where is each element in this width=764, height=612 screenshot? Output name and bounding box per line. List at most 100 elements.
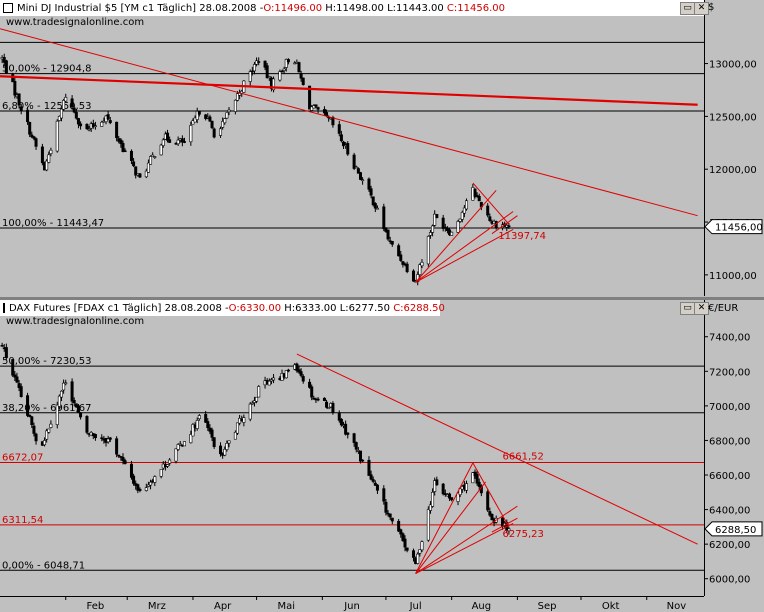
candle-body bbox=[223, 118, 227, 124]
candle-body bbox=[401, 533, 405, 541]
candle-body bbox=[72, 107, 76, 113]
candle-body bbox=[286, 369, 290, 372]
dax-y-tick-label: 7400,00 bbox=[709, 333, 750, 344]
candle-body bbox=[327, 407, 331, 410]
candle-body bbox=[134, 166, 138, 176]
dj-level-label: 100,00% - 11443,47 bbox=[2, 218, 104, 229]
candle-body bbox=[174, 448, 178, 462]
candle-body bbox=[153, 476, 157, 483]
dj-level-label: 6,80% - 12550,53 bbox=[2, 101, 91, 112]
candle-body bbox=[13, 374, 17, 378]
candle-body bbox=[456, 492, 460, 502]
candle-body bbox=[420, 261, 424, 267]
candle-body bbox=[106, 438, 110, 443]
candle-body bbox=[138, 173, 142, 178]
candle-body bbox=[373, 482, 377, 486]
candle-body bbox=[45, 430, 49, 440]
candle-body bbox=[428, 232, 432, 236]
candle-body bbox=[420, 541, 424, 551]
candle-body bbox=[405, 263, 409, 273]
candle-body bbox=[301, 77, 305, 85]
candle-body bbox=[72, 400, 76, 404]
candle-body bbox=[361, 459, 365, 462]
dj-close-button[interactable]: ✕ bbox=[694, 2, 709, 15]
candle-body bbox=[257, 61, 261, 63]
candle-body bbox=[242, 417, 246, 423]
dax-axis-unit: €/EUR bbox=[708, 303, 739, 314]
candle-body bbox=[11, 359, 15, 376]
candle-body bbox=[206, 421, 210, 428]
dj-price-tag-label: 11456,00 bbox=[715, 223, 763, 234]
candle-body bbox=[337, 124, 341, 134]
candle-body bbox=[426, 236, 430, 265]
candle-body bbox=[267, 76, 271, 79]
candle-body bbox=[178, 443, 182, 446]
dax-y-tick-label: 6800,00 bbox=[709, 436, 750, 447]
candle-body bbox=[28, 414, 32, 417]
dax-y-tick-label: 6400,00 bbox=[709, 506, 750, 517]
candle-body bbox=[295, 363, 299, 371]
candle-body bbox=[344, 423, 348, 435]
dj-level-label: 50,00% - 12904,8 bbox=[2, 64, 91, 75]
candle-body bbox=[428, 504, 432, 511]
candle-body bbox=[233, 99, 237, 112]
dj-minimize-button[interactable]: ▭ bbox=[680, 2, 695, 15]
dax-close-button[interactable]: ✕ bbox=[694, 302, 709, 315]
candle-body bbox=[384, 501, 388, 513]
candle-body bbox=[265, 65, 269, 79]
candle-body bbox=[486, 205, 490, 216]
candle-body bbox=[255, 396, 259, 402]
candle-body bbox=[416, 553, 420, 564]
candle-body bbox=[49, 149, 53, 154]
candle-body bbox=[352, 154, 356, 169]
dax-trendline-fan-2 bbox=[415, 481, 486, 574]
dax-open: O:6330.00 bbox=[228, 302, 282, 314]
candle-body bbox=[180, 138, 184, 143]
candle-body bbox=[129, 150, 133, 161]
candle-body bbox=[337, 413, 341, 421]
dj-header: Mini DJ Industrial $5 [YM c1 Täglich] 28… bbox=[0, 0, 704, 16]
candle-body bbox=[397, 245, 401, 257]
candle-body bbox=[74, 111, 78, 119]
candle-body bbox=[233, 432, 237, 440]
dax-level-label: 50,00% - 7230,53 bbox=[2, 356, 91, 367]
candle-body bbox=[70, 381, 74, 402]
dj-trendline-fan-2 bbox=[415, 211, 514, 283]
candle-body bbox=[367, 178, 371, 190]
candle-body bbox=[34, 138, 38, 147]
dax-low: L:6277.50 bbox=[339, 302, 390, 314]
candle-body bbox=[144, 170, 148, 178]
candle-body bbox=[458, 218, 462, 222]
dax-level-label: 38,20% - 6961,67 bbox=[2, 403, 91, 414]
dax-watermark: www.tradesignalonline.com bbox=[6, 316, 145, 327]
candle-body bbox=[354, 442, 358, 450]
candle-body bbox=[45, 160, 49, 171]
dax-plot-area bbox=[0, 316, 704, 596]
dax-annotation-bottom: 6275,23 bbox=[503, 529, 544, 540]
candle-body bbox=[471, 472, 475, 484]
candle-body bbox=[477, 195, 481, 202]
candle-body bbox=[47, 428, 51, 433]
candle-body bbox=[450, 231, 454, 236]
candle-body bbox=[159, 144, 163, 156]
candle-body bbox=[40, 146, 44, 164]
candle-body bbox=[371, 479, 375, 482]
candle-body bbox=[426, 509, 430, 541]
candle-body bbox=[316, 107, 320, 110]
candle-body bbox=[386, 229, 390, 240]
dax-y-tick-label: 6200,00 bbox=[709, 540, 750, 551]
candle-body bbox=[129, 463, 133, 478]
candle-body bbox=[448, 493, 452, 499]
candle-body bbox=[4, 347, 8, 359]
candle-body bbox=[221, 121, 225, 128]
candle-body bbox=[248, 403, 252, 420]
dj-watermark: www.tradesignalonline.com bbox=[6, 17, 145, 28]
dax-minimize-button[interactable]: ▭ bbox=[680, 302, 695, 315]
candle-body bbox=[30, 134, 34, 138]
dj-y-tick-label: 13000,00 bbox=[709, 60, 757, 71]
candle-body bbox=[136, 484, 140, 491]
candle-body bbox=[91, 123, 95, 128]
candle-body bbox=[47, 154, 51, 163]
candle-body bbox=[431, 491, 435, 507]
candle-body bbox=[161, 139, 165, 146]
